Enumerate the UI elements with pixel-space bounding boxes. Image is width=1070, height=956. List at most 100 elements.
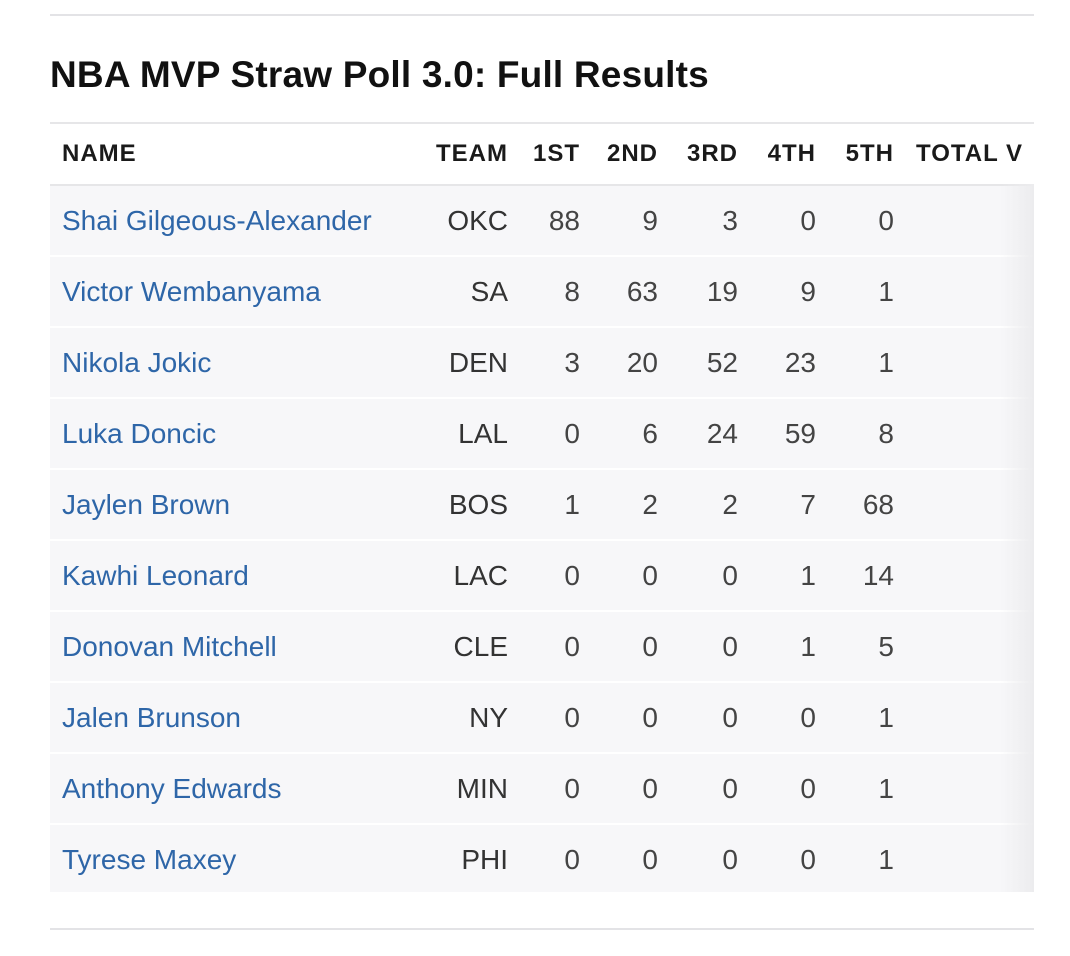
player-name-link[interactable]: Anthony Edwards bbox=[50, 753, 416, 825]
fourth-place-votes: 0 bbox=[748, 824, 826, 892]
second-place-votes: 9 bbox=[590, 185, 668, 257]
player-name-link[interactable]: Shai Gilgeous-Alexander bbox=[50, 185, 416, 257]
fifth-place-votes: 8 bbox=[826, 398, 904, 470]
fourth-place-votes: 7 bbox=[748, 469, 826, 541]
third-place-votes: 0 bbox=[668, 753, 748, 825]
first-place-votes: 1 bbox=[516, 469, 590, 541]
column-header-team: TEAM bbox=[416, 122, 516, 186]
column-header-5th: 5TH bbox=[826, 122, 904, 186]
second-place-votes: 6 bbox=[590, 398, 668, 470]
fourth-place-votes: 59 bbox=[748, 398, 826, 470]
second-place-votes: 20 bbox=[590, 327, 668, 399]
player-name-link[interactable]: Kawhi Leonard bbox=[50, 540, 416, 612]
table-row: Tyrese Maxey PHI 0 0 0 0 1 bbox=[50, 824, 1034, 892]
total-votes-cell bbox=[904, 540, 1034, 612]
third-place-votes: 0 bbox=[668, 540, 748, 612]
fifth-place-votes: 1 bbox=[826, 682, 904, 754]
fourth-place-votes: 1 bbox=[748, 540, 826, 612]
fourth-place-votes: 9 bbox=[748, 256, 826, 328]
team-cell: LAC bbox=[416, 540, 516, 612]
bottom-divider bbox=[50, 928, 1034, 930]
total-votes-cell bbox=[904, 682, 1034, 754]
second-place-votes: 2 bbox=[590, 469, 668, 541]
table-row: Shai Gilgeous-Alexander OKC 88 9 3 0 0 bbox=[50, 185, 1034, 257]
first-place-votes: 0 bbox=[516, 753, 590, 825]
fifth-place-votes: 68 bbox=[826, 469, 904, 541]
first-place-votes: 0 bbox=[516, 824, 590, 892]
player-name-link[interactable]: Tyrese Maxey bbox=[50, 824, 416, 892]
fourth-place-votes: 23 bbox=[748, 327, 826, 399]
fifth-place-votes: 0 bbox=[826, 185, 904, 257]
fifth-place-votes: 5 bbox=[826, 611, 904, 683]
column-header-4th: 4TH bbox=[748, 122, 826, 186]
team-cell: CLE bbox=[416, 611, 516, 683]
results-table-container[interactable]: NAME TEAM 1ST 2ND 3RD 4TH 5TH TOTAL V Sh… bbox=[50, 122, 1034, 892]
player-name-link[interactable]: Donovan Mitchell bbox=[50, 611, 416, 683]
table-row: Jaylen Brown BOS 1 2 2 7 68 bbox=[50, 469, 1034, 541]
team-cell: BOS bbox=[416, 469, 516, 541]
player-name-link[interactable]: Jalen Brunson bbox=[50, 682, 416, 754]
fourth-place-votes: 1 bbox=[748, 611, 826, 683]
column-header-2nd: 2ND bbox=[590, 122, 668, 186]
team-cell: NY bbox=[416, 682, 516, 754]
total-votes-cell bbox=[904, 611, 1034, 683]
fifth-place-votes: 1 bbox=[826, 256, 904, 328]
second-place-votes: 63 bbox=[590, 256, 668, 328]
total-votes-cell bbox=[904, 256, 1034, 328]
third-place-votes: 0 bbox=[668, 611, 748, 683]
table-row: Anthony Edwards MIN 0 0 0 0 1 bbox=[50, 753, 1034, 825]
third-place-votes: 0 bbox=[668, 824, 748, 892]
team-cell: LAL bbox=[416, 398, 516, 470]
fourth-place-votes: 0 bbox=[748, 185, 826, 257]
team-cell: SA bbox=[416, 256, 516, 328]
second-place-votes: 0 bbox=[590, 753, 668, 825]
fifth-place-votes: 1 bbox=[826, 327, 904, 399]
team-cell: PHI bbox=[416, 824, 516, 892]
first-place-votes: 0 bbox=[516, 540, 590, 612]
second-place-votes: 0 bbox=[590, 540, 668, 612]
first-place-votes: 0 bbox=[516, 398, 590, 470]
player-name-link[interactable]: Luka Doncic bbox=[50, 398, 416, 470]
total-votes-cell bbox=[904, 398, 1034, 470]
third-place-votes: 0 bbox=[668, 682, 748, 754]
second-place-votes: 0 bbox=[590, 682, 668, 754]
total-votes-cell bbox=[904, 824, 1034, 892]
third-place-votes: 24 bbox=[668, 398, 748, 470]
second-place-votes: 0 bbox=[590, 611, 668, 683]
table-row: Victor Wembanyama SA 8 63 19 9 1 bbox=[50, 256, 1034, 328]
third-place-votes: 52 bbox=[668, 327, 748, 399]
total-votes-cell bbox=[904, 469, 1034, 541]
column-header-total: TOTAL V bbox=[904, 122, 1034, 186]
third-place-votes: 3 bbox=[668, 185, 748, 257]
first-place-votes: 8 bbox=[516, 256, 590, 328]
table-row: Kawhi Leonard LAC 0 0 0 1 14 bbox=[50, 540, 1034, 612]
team-cell: MIN bbox=[416, 753, 516, 825]
third-place-votes: 2 bbox=[668, 469, 748, 541]
fifth-place-votes: 1 bbox=[826, 824, 904, 892]
table-row: Jalen Brunson NY 0 0 0 0 1 bbox=[50, 682, 1034, 754]
player-name-link[interactable]: Jaylen Brown bbox=[50, 469, 416, 541]
column-header-1st: 1ST bbox=[516, 122, 590, 186]
player-name-link[interactable]: Nikola Jokic bbox=[50, 327, 416, 399]
first-place-votes: 0 bbox=[516, 682, 590, 754]
column-header-name: NAME bbox=[50, 122, 416, 186]
total-votes-cell bbox=[904, 753, 1034, 825]
fourth-place-votes: 0 bbox=[748, 753, 826, 825]
first-place-votes: 0 bbox=[516, 611, 590, 683]
fifth-place-votes: 14 bbox=[826, 540, 904, 612]
fifth-place-votes: 1 bbox=[826, 753, 904, 825]
third-place-votes: 19 bbox=[668, 256, 748, 328]
total-votes-cell bbox=[904, 185, 1034, 257]
table-row: Luka Doncic LAL 0 6 24 59 8 bbox=[50, 398, 1034, 470]
second-place-votes: 0 bbox=[590, 824, 668, 892]
column-header-3rd: 3RD bbox=[668, 122, 748, 186]
table-header-row: NAME TEAM 1ST 2ND 3RD 4TH 5TH TOTAL V bbox=[50, 122, 1034, 186]
first-place-votes: 88 bbox=[516, 185, 590, 257]
first-place-votes: 3 bbox=[516, 327, 590, 399]
fourth-place-votes: 0 bbox=[748, 682, 826, 754]
total-votes-cell bbox=[904, 327, 1034, 399]
page-title: NBA MVP Straw Poll 3.0: Full Results bbox=[50, 54, 709, 95]
team-cell: DEN bbox=[416, 327, 516, 399]
player-name-link[interactable]: Victor Wembanyama bbox=[50, 256, 416, 328]
